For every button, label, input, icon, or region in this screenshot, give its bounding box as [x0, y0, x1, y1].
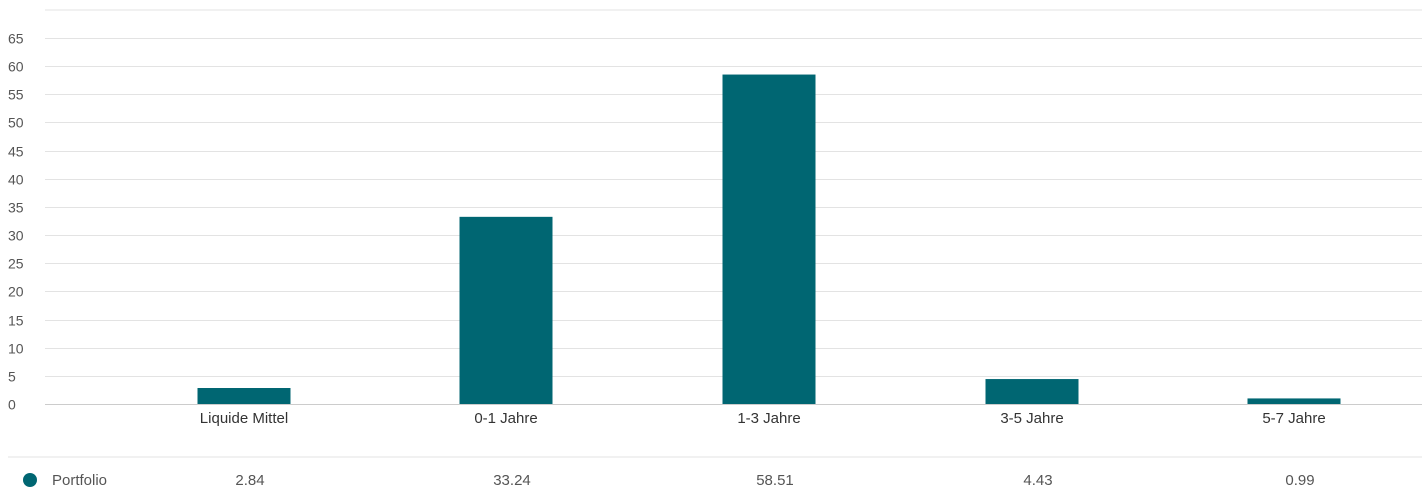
- y-tick-label: 5: [8, 369, 16, 385]
- legend-series-name[interactable]: Portfolio: [52, 472, 107, 489]
- y-tick-label: 30: [8, 228, 24, 244]
- data-label: 4.43: [1023, 472, 1052, 489]
- x-tick-label: 1-3 Jahre: [737, 410, 800, 427]
- bar-0[interactable]: [197, 388, 291, 404]
- x-tick-label: 0-1 Jahre: [474, 410, 537, 427]
- bar-2[interactable]: [722, 74, 816, 404]
- y-tick-label: 55: [8, 87, 24, 103]
- data-label: 33.24: [493, 472, 531, 489]
- y-tick-label: 60: [8, 59, 24, 75]
- y-tick-label: 15: [8, 313, 24, 329]
- y-tick-label: 65: [8, 31, 24, 47]
- x-tick-label: 5-7 Jahre: [1262, 410, 1325, 427]
- y-tick-label: 40: [8, 172, 24, 188]
- x-axis-labels: Liquide Mittel 0-1 Jahre 1-3 Jahre 3-5 Jahr…: [200, 410, 1326, 427]
- bars: [197, 74, 1341, 404]
- y-tick-label: 25: [8, 256, 24, 272]
- y-tick-label: 0: [8, 397, 16, 413]
- bar-3[interactable]: [985, 379, 1079, 404]
- x-tick-label: Liquide Mittel: [200, 410, 288, 427]
- data-label: 2.84: [235, 472, 264, 489]
- y-tick-label: 45: [8, 144, 24, 160]
- legend-marker[interactable]: [23, 473, 37, 487]
- data-label: 0.99: [1285, 472, 1314, 489]
- y-axis-ticks: 0 5 10 15 20 25 30 35 40 45 50 55 60 65: [8, 31, 24, 413]
- data-label: 58.51: [756, 472, 794, 489]
- y-tick-label: 10: [8, 341, 24, 357]
- x-tick-label: 3-5 Jahre: [1000, 410, 1063, 427]
- y-tick-label: 35: [8, 200, 24, 216]
- data-table: Portfolio 2.84 33.24 58.51 4.43 0.99: [8, 456, 1422, 489]
- bar-1[interactable]: [459, 216, 553, 404]
- y-tick-label: 20: [8, 284, 24, 300]
- y-tick-label: 50: [8, 115, 24, 131]
- bar-4[interactable]: [1247, 398, 1341, 404]
